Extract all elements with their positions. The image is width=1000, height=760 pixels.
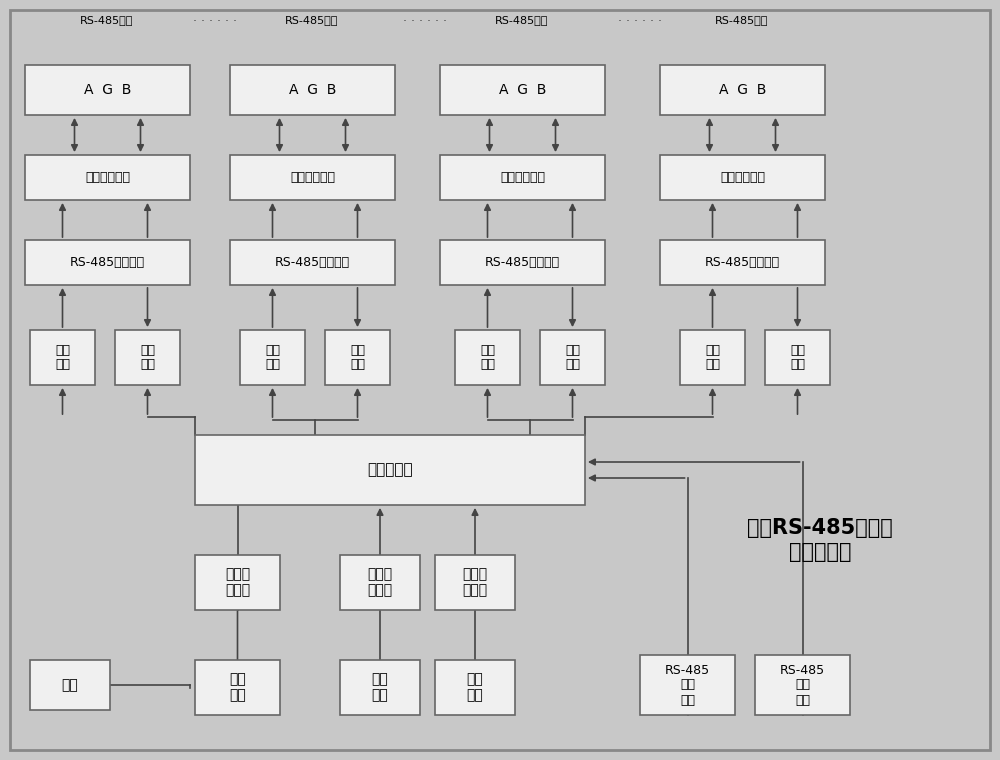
FancyBboxPatch shape xyxy=(25,240,190,285)
FancyBboxPatch shape xyxy=(660,155,825,200)
Text: RS-485接口: RS-485接口 xyxy=(285,15,339,25)
Text: 三级防雷电路: 三级防雷电路 xyxy=(85,171,130,184)
FancyBboxPatch shape xyxy=(195,435,585,505)
Text: 上行
光口: 上行 光口 xyxy=(229,673,246,702)
FancyBboxPatch shape xyxy=(340,660,420,715)
FancyBboxPatch shape xyxy=(540,330,605,385)
Text: 高速
光耦: 高速 光耦 xyxy=(565,344,580,372)
FancyBboxPatch shape xyxy=(660,65,825,115)
FancyBboxPatch shape xyxy=(230,65,395,115)
Text: 三级防雷电路: 三级防雷电路 xyxy=(500,171,545,184)
FancyBboxPatch shape xyxy=(680,330,745,385)
Text: RS-485接口: RS-485接口 xyxy=(715,15,769,25)
FancyBboxPatch shape xyxy=(25,65,190,115)
Text: 高速
光耦: 高速 光耦 xyxy=(140,344,155,372)
FancyBboxPatch shape xyxy=(340,555,420,610)
FancyBboxPatch shape xyxy=(115,330,180,385)
FancyBboxPatch shape xyxy=(230,240,395,285)
Text: 高速
光耦: 高速 光耦 xyxy=(265,344,280,372)
Text: 高速
光耦: 高速 光耦 xyxy=(55,344,70,372)
Text: 级联
光口: 级联 光口 xyxy=(467,673,483,702)
Text: 光电转
换模块: 光电转 换模块 xyxy=(462,568,488,597)
Text: RS-485接口芯片: RS-485接口芯片 xyxy=(275,256,350,269)
Text: 无源RS-485光网络
多端口终端: 无源RS-485光网络 多端口终端 xyxy=(747,518,893,562)
Text: 高速
光耦: 高速 光耦 xyxy=(350,344,365,372)
FancyBboxPatch shape xyxy=(230,155,395,200)
FancyBboxPatch shape xyxy=(765,330,830,385)
Text: 高速
光耦: 高速 光耦 xyxy=(790,344,805,372)
FancyBboxPatch shape xyxy=(440,240,605,285)
FancyBboxPatch shape xyxy=(195,660,280,715)
Text: 光电转
换模块: 光电转 换模块 xyxy=(367,568,393,597)
FancyBboxPatch shape xyxy=(30,660,110,710)
FancyBboxPatch shape xyxy=(640,655,735,715)
FancyBboxPatch shape xyxy=(440,155,605,200)
Text: A  G  B: A G B xyxy=(499,83,546,97)
FancyBboxPatch shape xyxy=(435,660,515,715)
FancyBboxPatch shape xyxy=(325,330,390,385)
FancyBboxPatch shape xyxy=(455,330,520,385)
Text: 高速
光耦: 高速 光耦 xyxy=(480,344,495,372)
Text: · · · · · ·: · · · · · · xyxy=(403,15,447,28)
FancyBboxPatch shape xyxy=(25,155,190,200)
Text: 电源: 电源 xyxy=(62,678,78,692)
FancyBboxPatch shape xyxy=(440,65,605,115)
Text: 总线仲裁器: 总线仲裁器 xyxy=(367,463,413,477)
Text: · · · · · ·: · · · · · · xyxy=(193,15,237,28)
FancyBboxPatch shape xyxy=(10,10,990,750)
Text: RS-485接口: RS-485接口 xyxy=(80,15,134,25)
Text: A  G  B: A G B xyxy=(84,83,131,97)
Text: RS-485接口芯片: RS-485接口芯片 xyxy=(485,256,560,269)
FancyBboxPatch shape xyxy=(30,330,95,385)
Text: RS-485接口芯片: RS-485接口芯片 xyxy=(705,256,780,269)
FancyBboxPatch shape xyxy=(435,555,515,610)
Text: 级联
光口: 级联 光口 xyxy=(372,673,388,702)
Text: 高速
光耦: 高速 光耦 xyxy=(705,344,720,372)
Text: 三级防雷电路: 三级防雷电路 xyxy=(290,171,335,184)
FancyBboxPatch shape xyxy=(660,240,825,285)
Text: A  G  B: A G B xyxy=(719,83,766,97)
Text: 光电转
换模块: 光电转 换模块 xyxy=(225,568,250,597)
Text: A  G  B: A G B xyxy=(289,83,336,97)
Text: RS-485
级联
端口: RS-485 级联 端口 xyxy=(665,663,710,707)
Text: · · · · · ·: · · · · · · xyxy=(618,15,662,28)
Text: RS-485接口芯片: RS-485接口芯片 xyxy=(70,256,145,269)
FancyBboxPatch shape xyxy=(195,555,280,610)
Text: RS-485接口: RS-485接口 xyxy=(495,15,549,25)
FancyBboxPatch shape xyxy=(240,330,305,385)
Text: 三级防雷电路: 三级防雷电路 xyxy=(720,171,765,184)
FancyBboxPatch shape xyxy=(755,655,850,715)
Text: RS-485
级联
端口: RS-485 级联 端口 xyxy=(780,663,825,707)
